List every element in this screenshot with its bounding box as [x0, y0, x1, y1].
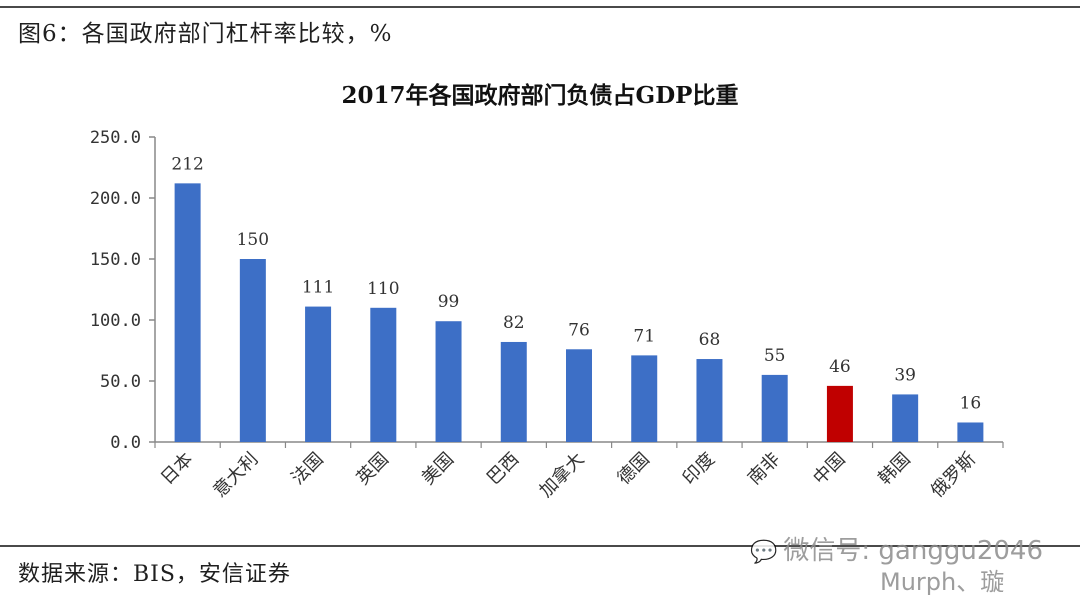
y-tick-label: 50.0 — [100, 372, 141, 392]
y-tick-label: 0.0 — [110, 433, 141, 453]
category-label: 印度 — [679, 449, 719, 489]
bar — [239, 259, 266, 442]
bar — [761, 374, 788, 442]
y-tick-label: 200.0 — [90, 189, 141, 209]
data-label: 39 — [894, 365, 916, 385]
data-label: 212 — [171, 154, 203, 174]
bar — [305, 306, 332, 442]
chart-category-labels: 日本 意大利 法国 英国 美国 巴西 加拿大 德国 印度 南非 中国 韩国 俄罗斯 — [157, 448, 980, 502]
chart-axes: 0.0 50.0 100.0 150.0 200.0 250.0 — [90, 128, 1004, 453]
bar-chart: 2017年各国政府部门负债占GDP比重 0.0 50.0 100.0 150.0 200… — [90, 82, 1004, 502]
y-tick-label: 150.0 — [90, 250, 141, 270]
top-rule — [0, 6, 1080, 8]
bar — [696, 359, 723, 442]
category-label: 巴西 — [483, 449, 523, 489]
category-label: 俄罗斯 — [927, 449, 980, 502]
watermark-line-1: 💬 微信号: ganggu2046 — [750, 530, 1043, 567]
category-label: 韩国 — [874, 449, 914, 489]
data-label: 55 — [764, 346, 786, 366]
bar — [370, 307, 397, 442]
watermark-line-2: Murph、璇 — [880, 568, 1005, 596]
bar — [174, 183, 201, 443]
bar — [826, 385, 853, 442]
category-label: 英国 — [353, 449, 393, 489]
data-label: 82 — [503, 313, 525, 333]
chart-bars — [174, 183, 984, 443]
watermark: 💬 微信号: ganggu2046 Murph、璇 — [750, 528, 1050, 596]
category-label: 加拿大 — [535, 448, 589, 502]
watermark-wechat-id: 微信号: ganggu2046 — [783, 536, 1044, 566]
y-tick-label: 250.0 — [90, 128, 141, 148]
data-label: 99 — [438, 292, 460, 312]
category-label: 德国 — [613, 449, 653, 489]
bar — [566, 349, 592, 442]
data-label: 76 — [568, 320, 590, 340]
bar — [435, 321, 462, 442]
category-label: 法国 — [287, 449, 327, 489]
source-note: 数据来源：BIS，安信证券 — [18, 562, 291, 587]
wechat-icon: 💬 — [750, 540, 778, 565]
category-label: 意大利 — [209, 449, 262, 502]
data-label: 111 — [302, 278, 334, 298]
data-label: 16 — [960, 393, 982, 413]
bar — [631, 355, 658, 442]
category-label: 日本 — [157, 449, 197, 489]
category-label: 中国 — [809, 449, 849, 489]
bottom-rule — [0, 545, 1080, 547]
bar — [957, 422, 984, 442]
data-label: 68 — [699, 330, 721, 350]
bar — [892, 394, 919, 442]
data-label: 46 — [829, 357, 851, 377]
data-label: 150 — [237, 230, 269, 250]
chart-title: 2017年各国政府部门负债占GDP比重 — [342, 82, 739, 109]
data-label: 71 — [633, 326, 655, 346]
data-label: 110 — [367, 279, 399, 299]
y-tick-label: 100.0 — [90, 311, 141, 331]
figure-title: 图6：各国政府部门杠杆率比较，% — [18, 21, 393, 47]
category-label: 美国 — [418, 449, 458, 489]
chart-data-labels: 212 150 111 110 99 82 76 71 68 55 46 39 16 — [171, 154, 981, 413]
category-label: 南非 — [744, 449, 784, 489]
bar — [500, 341, 527, 442]
